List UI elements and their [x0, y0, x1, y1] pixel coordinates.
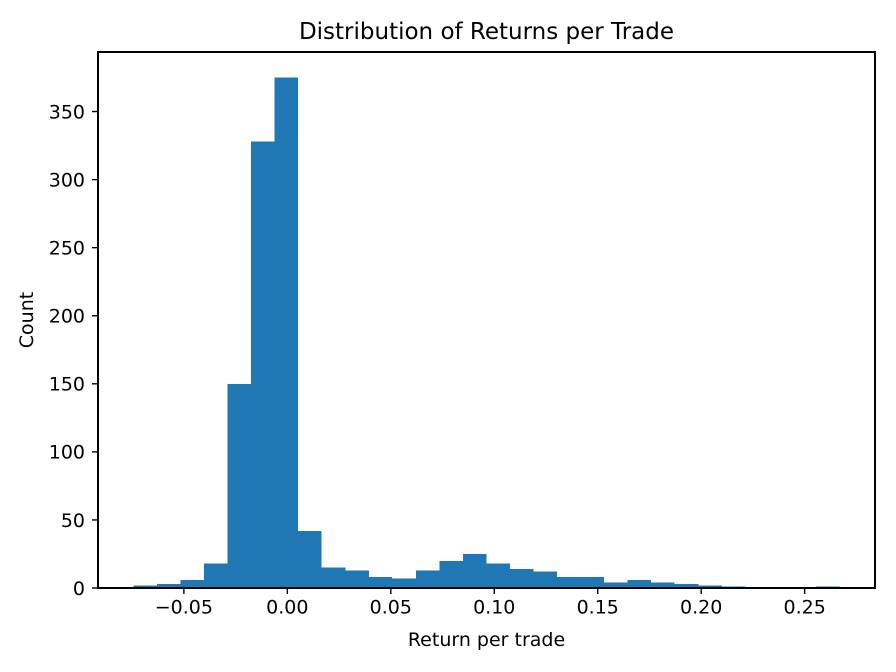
- histogram-bar: [533, 571, 557, 588]
- y-tick-label: 200: [49, 306, 85, 328]
- histogram-bar: [627, 579, 652, 588]
- histogram-bar: [439, 560, 463, 588]
- histogram-bar: [274, 77, 299, 589]
- histogram-bar: [509, 568, 534, 588]
- histogram-bar: [321, 567, 346, 588]
- plot-border: [97, 51, 876, 589]
- y-axis-label: Count: [16, 291, 38, 349]
- y-tick-label: 50: [61, 510, 85, 532]
- x-tick-label: 0.15: [577, 597, 619, 619]
- histogram-bar: [251, 141, 275, 589]
- y-tick-label: 0: [73, 578, 85, 600]
- histogram-bar: [133, 585, 157, 588]
- histogram-bar: [368, 577, 393, 588]
- y-tick-label: 250: [49, 238, 85, 260]
- histogram-bar: [415, 570, 440, 588]
- histogram-bar: [580, 577, 605, 588]
- histogram-bar: [156, 583, 181, 588]
- histogram-bar: [604, 582, 628, 588]
- histogram-bar: [698, 585, 722, 588]
- x-tick-label: 0.10: [473, 597, 515, 619]
- histogram-bar: [345, 570, 369, 588]
- chart-title: Distribution of Returns per Trade: [298, 19, 675, 45]
- x-tick-label: 0.20: [680, 597, 722, 619]
- histogram-bar: [227, 383, 252, 588]
- x-tick-label: −0.05: [155, 597, 213, 619]
- histogram-bar: [298, 530, 322, 588]
- x-tick-label: 0.05: [370, 597, 412, 619]
- y-tick-label: 350: [49, 101, 85, 123]
- y-tick-label: 100: [49, 442, 85, 464]
- x-tick-label: 0.25: [783, 597, 825, 619]
- histogram-bar: [462, 553, 487, 588]
- histogram-bar: [651, 582, 675, 588]
- x-tick-label: 0.00: [266, 597, 308, 619]
- histogram-bar: [203, 563, 228, 588]
- histogram-bar: [180, 579, 204, 588]
- histogram-bar: [674, 583, 699, 588]
- y-tick-label: 300: [49, 169, 85, 191]
- histogram-bar: [556, 577, 581, 588]
- histogram-bar: [392, 578, 416, 588]
- histogram-bar: [486, 563, 510, 588]
- x-axis-label: Return per trade: [407, 629, 566, 651]
- y-tick-label: 150: [49, 374, 85, 396]
